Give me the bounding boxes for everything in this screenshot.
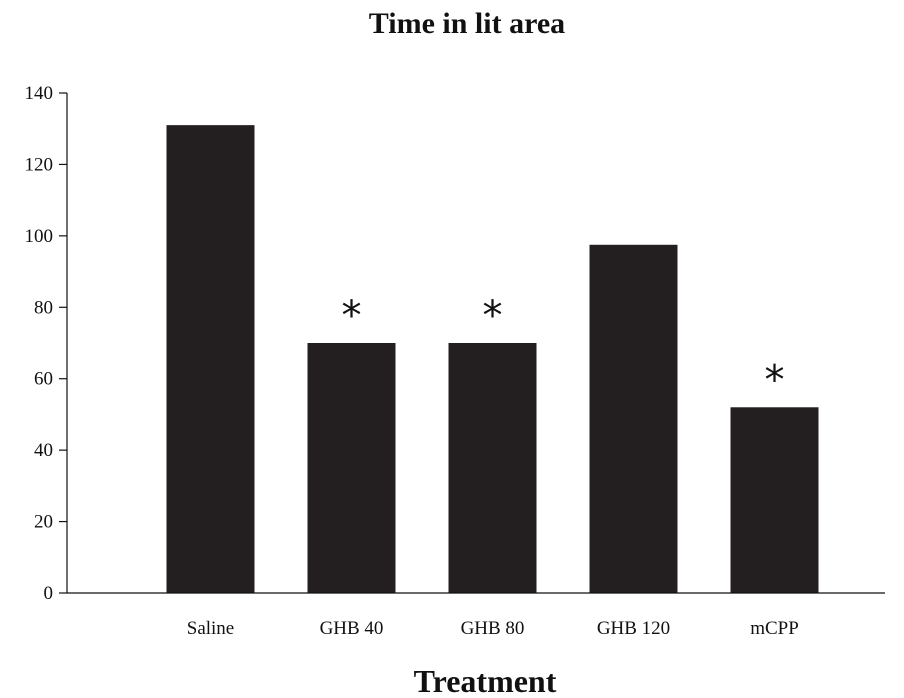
x-tick-label: mCPP xyxy=(750,618,799,639)
y-axis: 0 20 40 60 80 100 120 140 xyxy=(25,83,68,604)
chart-title: Time in lit area xyxy=(369,7,565,40)
bar xyxy=(448,343,537,593)
y-tick-label: 100 xyxy=(25,226,54,247)
y-tick-label: 60 xyxy=(34,369,53,390)
x-tick-label: GHB 40 xyxy=(320,618,384,639)
bar xyxy=(730,407,819,593)
bar xyxy=(307,343,396,593)
y-tick-label: 80 xyxy=(34,297,53,318)
significance-asterisk: * xyxy=(765,357,785,403)
y-tick-label: 40 xyxy=(34,440,53,461)
x-axis: Saline GHB 40 GHB 80 GHB 120 mCPP xyxy=(67,592,885,639)
significance-asterisk: * xyxy=(342,293,362,339)
significance-asterisk: * xyxy=(483,293,503,339)
y-tick-label: 0 xyxy=(44,583,54,604)
x-tick-label: GHB 80 xyxy=(461,618,525,639)
y-tick-label: 20 xyxy=(34,512,53,533)
x-tick-label: GHB 120 xyxy=(597,618,670,639)
x-axis-title: Treatment xyxy=(414,663,557,698)
bars-group xyxy=(166,125,819,594)
bar xyxy=(589,244,678,594)
bar xyxy=(166,125,255,594)
y-tick-label: 140 xyxy=(25,83,54,104)
annotations-group: * * * xyxy=(342,293,785,403)
x-tick-label: Saline xyxy=(187,618,235,639)
y-tick-label: 120 xyxy=(25,154,54,175)
